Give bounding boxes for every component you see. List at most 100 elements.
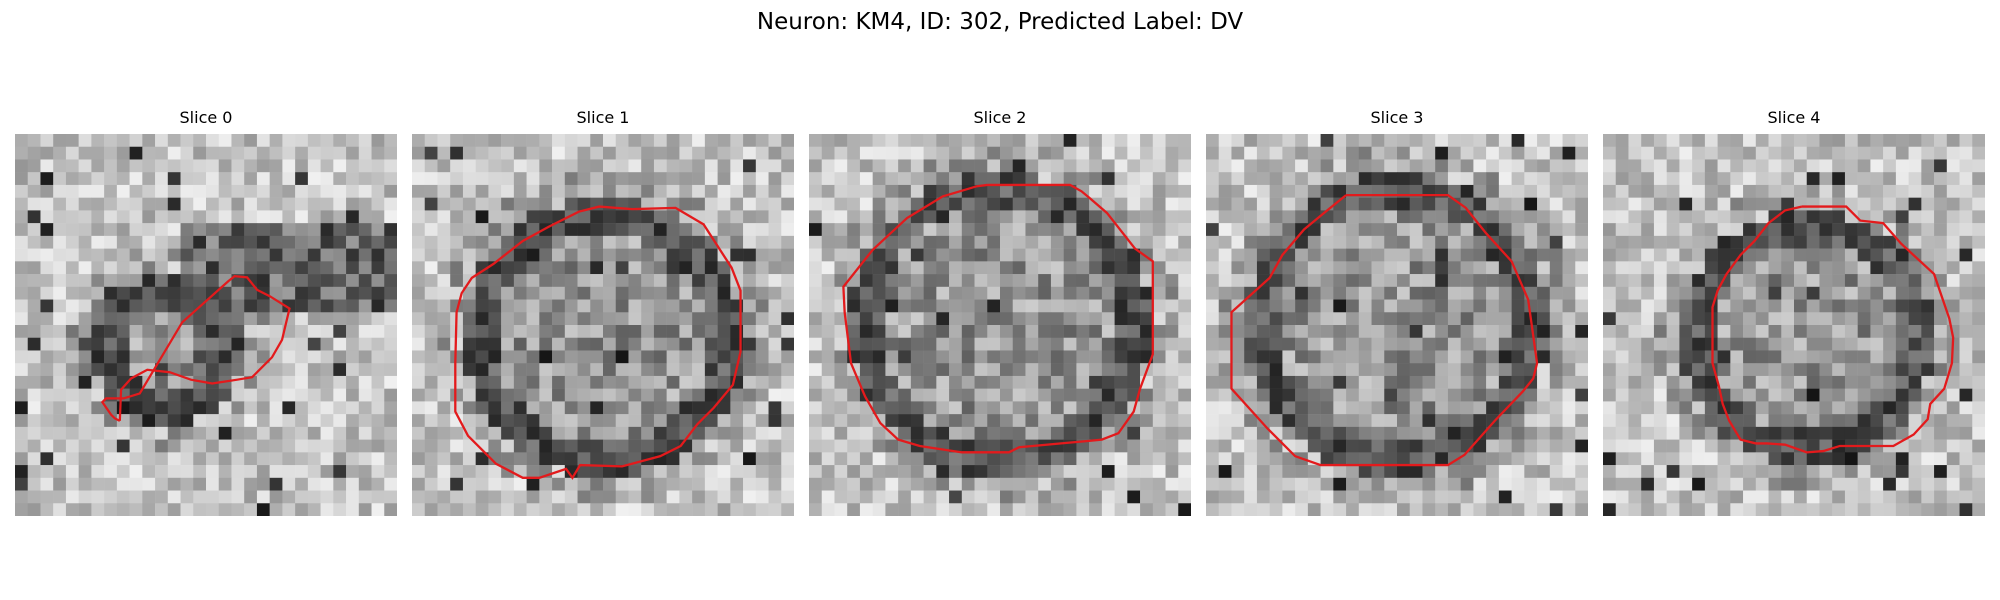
grayscale-pixel (142, 210, 156, 224)
grayscale-pixel (821, 426, 835, 440)
grayscale-pixel (1921, 312, 1935, 326)
grayscale-pixel (1101, 477, 1115, 491)
grayscale-pixel (768, 388, 782, 402)
grayscale-pixel (488, 414, 502, 428)
grayscale-pixel (1857, 235, 1871, 249)
grayscale-pixel (488, 401, 502, 415)
grayscale-pixel (1755, 363, 1769, 377)
grayscale-pixel (501, 299, 515, 313)
grayscale-pixel (628, 172, 642, 186)
grayscale-pixel (1050, 274, 1064, 288)
grayscale-pixel (371, 325, 385, 338)
grayscale-pixel (53, 414, 67, 428)
grayscale-pixel (628, 503, 642, 516)
grayscale-pixel (704, 477, 718, 491)
grayscale-pixel (885, 286, 899, 300)
grayscale-pixel (564, 286, 578, 300)
grayscale-pixel (885, 350, 899, 364)
grayscale-pixel (1959, 401, 1973, 415)
grayscale-pixel (450, 235, 464, 249)
grayscale-pixel (1140, 312, 1154, 326)
grayscale-pixel (1498, 172, 1512, 186)
grayscale-pixel (809, 426, 822, 440)
grayscale-pixel (1231, 184, 1245, 198)
grayscale-pixel (1089, 184, 1103, 198)
grayscale-pixel (475, 184, 489, 198)
grayscale-pixel (910, 286, 924, 300)
grayscale-pixel (1730, 286, 1744, 300)
grayscale-pixel (333, 261, 347, 275)
grayscale-pixel (1498, 210, 1512, 224)
grayscale-pixel (256, 452, 270, 466)
grayscale-pixel (1549, 477, 1563, 491)
grayscale-pixel (743, 286, 757, 300)
grayscale-pixel (513, 477, 527, 491)
grayscale-pixel (282, 477, 296, 491)
grayscale-pixel (1063, 388, 1077, 402)
grayscale-pixel (412, 426, 425, 440)
grayscale-pixel (1038, 337, 1052, 351)
grayscale-pixel (628, 350, 642, 364)
grayscale-pixel (1743, 172, 1757, 186)
grayscale-pixel (1127, 146, 1141, 160)
grayscale-pixel (628, 210, 642, 224)
grayscale-pixel (1717, 197, 1731, 211)
grayscale-pixel (193, 197, 207, 211)
grayscale-pixel (615, 426, 629, 440)
grayscale-pixel (910, 388, 924, 402)
grayscale-pixel (898, 503, 912, 516)
grayscale-pixel (936, 388, 950, 402)
grayscale-pixel (450, 146, 464, 160)
grayscale-pixel (987, 426, 1001, 440)
grayscale-pixel (641, 439, 655, 453)
grayscale-pixel (936, 312, 950, 326)
grayscale-pixel (1089, 337, 1103, 351)
grayscale-pixel (949, 134, 963, 147)
grayscale-pixel (462, 248, 476, 262)
grayscale-pixel (615, 312, 629, 326)
grayscale-pixel (1333, 388, 1347, 402)
grayscale-pixel (1781, 503, 1795, 516)
grayscale-pixel (1320, 363, 1334, 377)
grayscale-pixel (1178, 503, 1191, 516)
grayscale-pixel (936, 235, 950, 249)
grayscale-pixel (256, 375, 270, 389)
grayscale-pixel (1666, 274, 1680, 288)
grayscale-pixel (1244, 363, 1258, 377)
grayscale-pixel (743, 452, 757, 466)
grayscale-pixel (1025, 401, 1039, 415)
grayscale-pixel (768, 452, 782, 466)
grayscale-pixel (256, 350, 270, 364)
grayscale-pixel (1730, 274, 1744, 288)
grayscale-pixel (961, 375, 975, 389)
grayscale-pixel (1282, 223, 1296, 237)
grayscale-pixel (346, 325, 360, 338)
grayscale-pixel (1883, 261, 1897, 275)
grayscale-pixel (872, 439, 886, 453)
grayscale-pixel (1333, 401, 1347, 415)
grayscale-pixel (1755, 426, 1769, 440)
grayscale-pixel (1422, 286, 1436, 300)
grayscale-pixel (269, 414, 283, 428)
grayscale-pixel (129, 337, 143, 351)
grayscale-pixel (1371, 261, 1385, 275)
grayscale-pixel (1244, 312, 1258, 326)
grayscale-pixel (1653, 146, 1667, 160)
grayscale-pixel (885, 465, 899, 479)
grayscale-pixel (768, 286, 782, 300)
grayscale-pixel (1692, 184, 1706, 198)
grayscale-pixel (872, 503, 886, 516)
grayscale-pixel (513, 490, 527, 504)
grayscale-pixel (526, 325, 540, 338)
grayscale-pixel (1575, 235, 1588, 249)
grayscale-pixel (692, 337, 706, 351)
grayscale-pixel (1679, 312, 1693, 326)
grayscale-pixel (1603, 401, 1616, 415)
grayscale-pixel (180, 388, 194, 402)
grayscale-pixel (1781, 426, 1795, 440)
grayscale-pixel (1358, 172, 1372, 186)
grayscale-pixel (768, 146, 782, 160)
grayscale-pixel (564, 325, 578, 338)
grayscale-pixel (526, 477, 540, 491)
grayscale-pixel (1870, 375, 1884, 389)
